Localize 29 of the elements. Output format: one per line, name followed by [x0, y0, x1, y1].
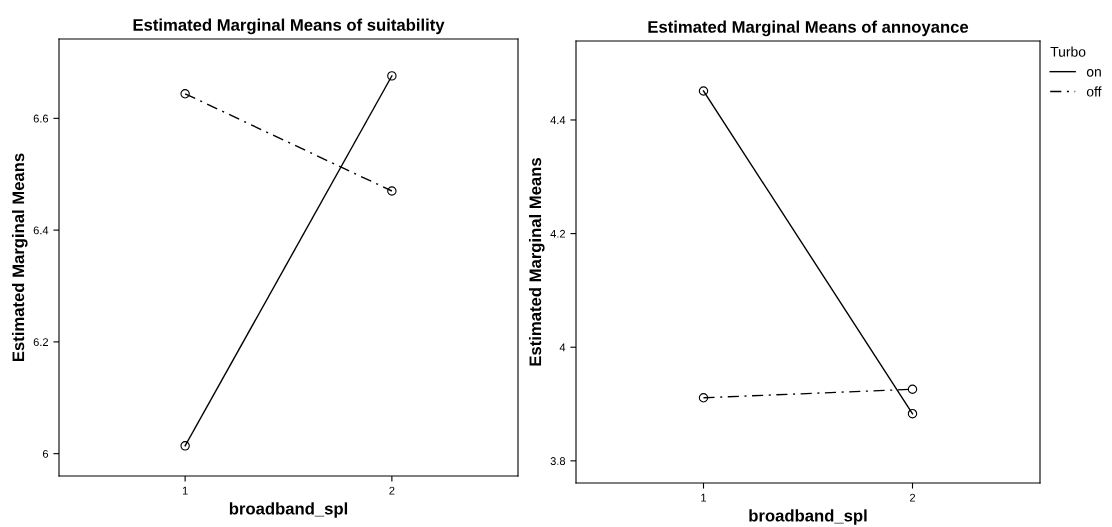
x-tick-label: 1 — [701, 493, 707, 502]
y-tick-label: 4.4 — [550, 116, 566, 124]
y-tick-label: 6.6 — [33, 114, 49, 123]
point — [698, 393, 709, 403]
point — [180, 441, 190, 451]
x-tick-label: 2 — [909, 493, 916, 502]
y-tick-label: 6.4 — [33, 226, 49, 235]
y-tick-label: 4.2 — [550, 229, 566, 238]
legend-label: off — [1086, 86, 1102, 97]
x-tick-label: 2 — [389, 486, 395, 495]
y-axis-title: Estimated Marginal Means — [528, 158, 545, 366]
legend-title: Turbo — [1050, 46, 1086, 57]
chart-title: Estimated Marginal Means of annoyance — [648, 20, 969, 37]
point — [698, 86, 709, 96]
y-tick-label: 6 — [42, 449, 49, 458]
x-tick-label: 1 — [182, 486, 188, 495]
legend-label: on — [1086, 69, 1101, 77]
point — [907, 408, 918, 419]
y-axis-title: Estimated Marginal Means — [11, 153, 28, 362]
point — [387, 186, 397, 196]
point — [907, 384, 918, 394]
point — [180, 89, 190, 99]
x-axis-title: broadband_spl — [229, 502, 348, 518]
y-tick-label: 4 — [559, 343, 566, 352]
x-axis-title: broadband_spl — [749, 509, 867, 525]
chart-title: Estimated Marginal Means of suitability — [133, 18, 445, 35]
point — [387, 71, 397, 81]
y-tick-label: 3.8 — [550, 457, 566, 465]
y-tick-label: 6.2 — [33, 338, 49, 347]
